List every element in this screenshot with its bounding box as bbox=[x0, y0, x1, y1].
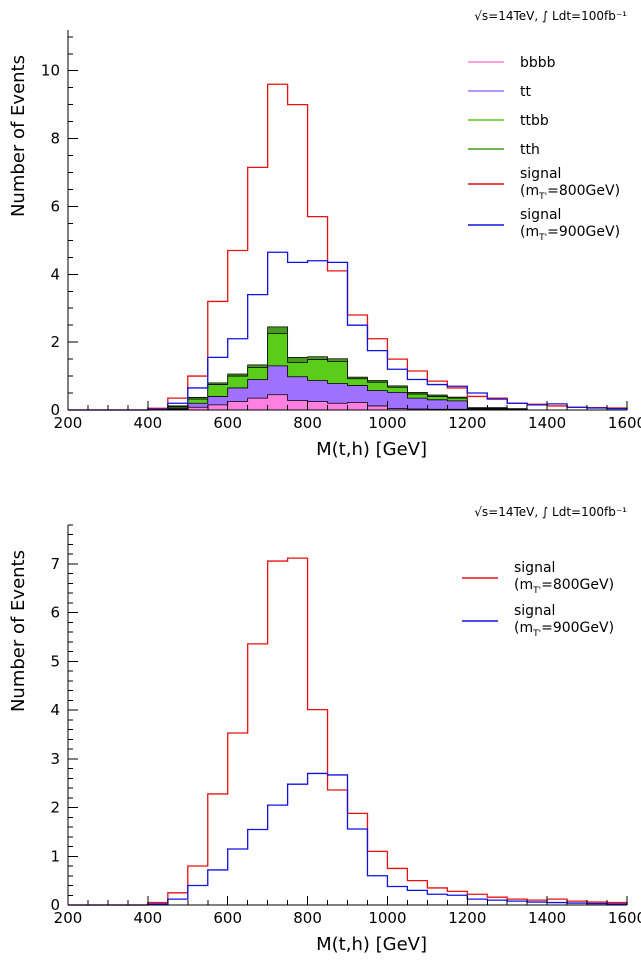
legend-label-signal-mass-1: (mT'=800GeV) bbox=[520, 183, 620, 202]
x-tick-label: 1000 bbox=[368, 909, 406, 927]
legend-label-signal-1: signal bbox=[514, 560, 555, 576]
x-tick-label: 200 bbox=[54, 414, 83, 432]
x-tick-label: 200 bbox=[54, 909, 83, 927]
x-tick-label: 400 bbox=[134, 909, 163, 927]
y-axis-label: Number of Events bbox=[8, 550, 29, 712]
y-tick-label: 2 bbox=[50, 333, 60, 351]
x-tick-label: 1400 bbox=[528, 414, 566, 432]
y-tick-label: 8 bbox=[50, 130, 60, 148]
y-tick-label: 6 bbox=[50, 604, 60, 622]
luminosity-label: √s=14TeV, ∫ Ldt=100fb⁻¹ bbox=[474, 505, 627, 519]
y-tick-label: 5 bbox=[50, 652, 60, 670]
legend-label-signal-mass-2: (mT'=900GeV) bbox=[520, 224, 620, 243]
y-tick-label: 7 bbox=[50, 555, 60, 573]
x-tick-label: 600 bbox=[213, 909, 242, 927]
x-tick-label: 600 bbox=[213, 414, 242, 432]
x-tick-label: 1000 bbox=[368, 414, 406, 432]
legend-label-signal-1: signal bbox=[520, 166, 561, 182]
legend-label-signal-2: signal bbox=[514, 603, 555, 619]
x-tick-label: 800 bbox=[293, 414, 322, 432]
y-tick-label: 0 bbox=[50, 896, 60, 914]
y-tick-label: 6 bbox=[50, 197, 60, 215]
legend-label-signal-2: signal bbox=[520, 207, 561, 223]
y-tick-label: 3 bbox=[50, 750, 60, 768]
x-tick-label: 400 bbox=[134, 414, 163, 432]
y-tick-label: 4 bbox=[50, 265, 60, 283]
y-tick-label: 4 bbox=[50, 701, 60, 719]
y-axis-label: Number of Events bbox=[8, 55, 29, 217]
x-axis-label: M(t,h) [GeV] bbox=[316, 934, 427, 955]
signal-line-2 bbox=[68, 772, 628, 906]
legend-label-ttbb: ttbb bbox=[520, 113, 549, 129]
legend-label-bbbb: bbbb bbox=[520, 55, 556, 71]
legend-label-tt: tt bbox=[520, 84, 531, 100]
x-axis-label: M(t,h) [GeV] bbox=[316, 439, 427, 460]
x-tick-label: 1200 bbox=[448, 909, 486, 927]
legend-label-signal-mass-2: (mT'=900GeV) bbox=[514, 620, 614, 639]
x-tick-label: 1400 bbox=[528, 909, 566, 927]
luminosity-label: √s=14TeV, ∫ Ldt=100fb⁻¹ bbox=[474, 9, 627, 23]
x-tick-label: 1200 bbox=[448, 414, 486, 432]
y-tick-label: 10 bbox=[41, 62, 60, 80]
y-tick-label: 2 bbox=[50, 799, 60, 817]
y-tick-label: 0 bbox=[50, 401, 60, 419]
legend-label-tth: tth bbox=[520, 142, 540, 158]
legend-label-signal-mass-1: (mT'=800GeV) bbox=[514, 577, 614, 596]
y-tick-label: 1 bbox=[50, 847, 60, 865]
x-tick-label: 800 bbox=[293, 909, 322, 927]
